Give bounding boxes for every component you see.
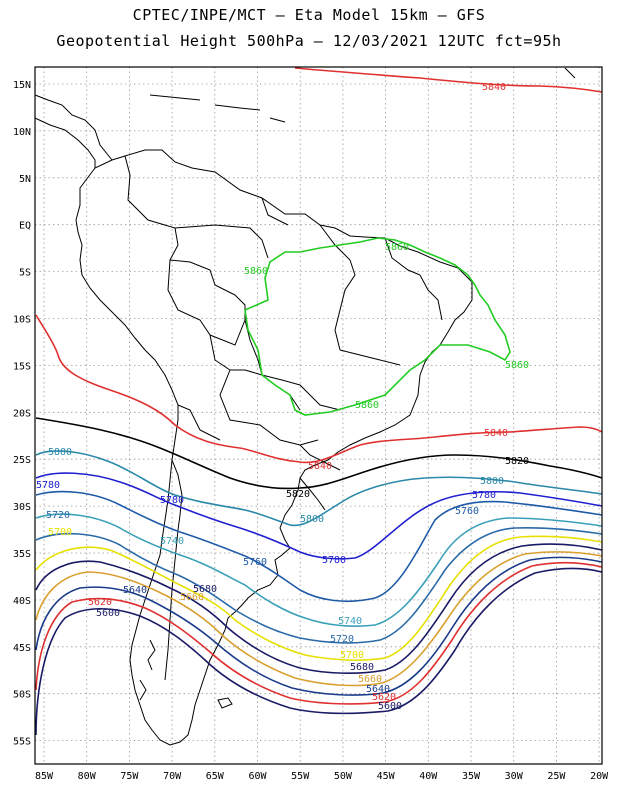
contour-label: 5700 <box>340 650 364 661</box>
lon-tick-label: 60W <box>248 771 267 782</box>
contour-label: 5840 <box>308 461 332 472</box>
contour-5740 <box>35 513 603 627</box>
lat-tick-label: 5N <box>19 174 31 185</box>
contour-label: 5780 <box>472 490 496 501</box>
contour-label: 5860 <box>505 360 529 371</box>
contour-label: 5780 <box>36 480 60 491</box>
contour-label: 5620 <box>88 597 112 608</box>
lat-tick-label: 10N <box>13 127 31 138</box>
contour-labels: 5840 5860 5860 5860 5860 5840 5840 5820 … <box>36 82 529 712</box>
contour-label: 5720 <box>330 634 354 645</box>
contour-label: 5660 <box>180 592 204 603</box>
contour-label: 5840 <box>484 428 508 439</box>
contour-label: 5800 <box>300 514 324 525</box>
lon-tick-label: 75W <box>120 771 139 782</box>
axis-ticks: 15N 10N 5N EQ 5S 10S 15S 20S 25S 30S 35S 40S 45S 50S 5… <box>13 80 609 782</box>
contour-label: 5860 <box>244 266 268 277</box>
contour-label: 5780 <box>160 495 184 506</box>
lon-tick-label: 65W <box>206 771 225 782</box>
contour-label: 5760 <box>455 506 479 517</box>
contour-label: 5840 <box>482 82 506 93</box>
lon-tick-label: 20W <box>590 771 609 782</box>
contour-5620 <box>35 561 603 705</box>
map-frame <box>34 66 603 765</box>
contour-5760 <box>35 490 603 603</box>
lon-tick-label: 40W <box>419 771 438 782</box>
coastlines <box>34 67 576 746</box>
contour-5640 <box>35 556 603 696</box>
contour-label: 5640 <box>366 684 390 695</box>
contour-lines <box>35 67 603 736</box>
lon-tick-label: 35W <box>462 771 481 782</box>
contour-label: 5620 <box>372 692 396 703</box>
contour-label: 5800 <box>480 476 504 487</box>
lat-lon-grid <box>35 67 602 764</box>
title-line-1: CPTEC/INPE/MCT – Eta Model 15km – GFS <box>132 6 486 24</box>
lat-tick-label: 15N <box>13 80 31 91</box>
lat-tick-label: 10S <box>13 315 31 326</box>
contour-5840-west <box>35 314 603 464</box>
lat-tick-label: EQ <box>19 221 31 232</box>
contour-5680 <box>35 543 603 674</box>
lat-tick-label: 45S <box>13 643 31 654</box>
contour-5840-north <box>294 67 603 93</box>
contour-label: 5860 <box>385 242 409 253</box>
lat-tick-label: 40S <box>13 596 31 607</box>
contour-label: 5740 <box>338 616 362 627</box>
contour-label: 5820 <box>505 456 529 467</box>
lon-tick-label: 45W <box>377 771 396 782</box>
lon-tick-label: 85W <box>35 771 54 782</box>
contour-label: 5760 <box>243 557 267 568</box>
title-line-2: Geopotential Height 500hPa – 12/03/2021 … <box>56 32 562 50</box>
lon-tick-label: 55W <box>291 771 310 782</box>
contour-label: 5700 <box>48 527 72 538</box>
contour-5660 <box>35 551 603 687</box>
lat-tick-label: 35S <box>13 549 31 560</box>
contour-label: 5820 <box>286 489 310 500</box>
contour-label: 5800 <box>48 447 72 458</box>
contour-label: 5720 <box>46 510 70 521</box>
contour-5700 <box>35 535 603 661</box>
contour-5720 <box>35 527 603 644</box>
contour-5800 <box>35 450 603 527</box>
lat-tick-label: 20S <box>13 408 31 419</box>
lat-tick-label: 15S <box>13 361 31 372</box>
lon-tick-label: 30W <box>505 771 524 782</box>
lon-tick-label: 70W <box>163 771 182 782</box>
lat-tick-label: 55S <box>13 737 31 748</box>
contour-label: 5600 <box>96 608 120 619</box>
lon-tick-label: 80W <box>78 771 97 782</box>
contour-label: 5660 <box>358 674 382 685</box>
lat-tick-label: 5S <box>19 268 31 279</box>
lat-tick-label: 30S <box>13 502 31 513</box>
lat-tick-label: 50S <box>13 690 31 701</box>
contour-label: 5680 <box>350 662 374 673</box>
lat-tick-label: 25S <box>13 455 31 466</box>
contour-5780 <box>35 472 603 560</box>
contour-label: 5780 <box>322 555 346 566</box>
contour-label: 5640 <box>123 585 147 596</box>
lon-tick-label: 25W <box>547 771 566 782</box>
lon-tick-label: 50W <box>334 771 353 782</box>
contour-label: 5680 <box>193 584 217 595</box>
contour-5820 <box>35 417 603 490</box>
contour-label: 5860 <box>355 400 379 411</box>
contour-5860-brazil <box>244 237 511 416</box>
contour-label: 5740 <box>160 536 184 547</box>
contour-5600 <box>35 567 603 736</box>
contour-label: 5600 <box>378 701 402 712</box>
